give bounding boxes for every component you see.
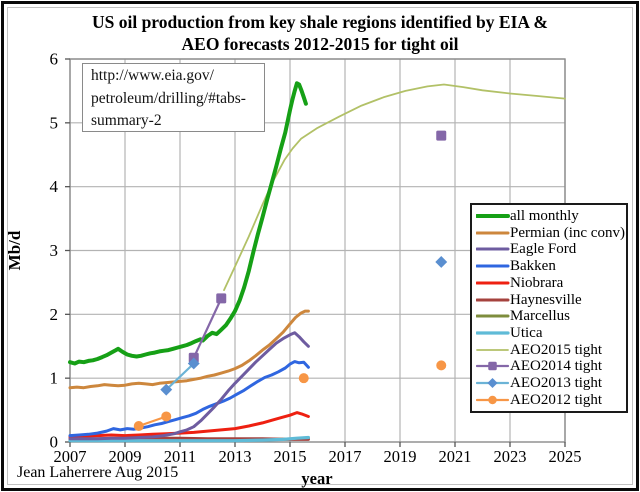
legend-box: all monthly Permian (inc conv) Eagle Ford B… [470,203,628,413]
legend-item-aeo2015-tight: AEO2015 tight [476,342,624,358]
y-tick-label-5: 5 [50,113,59,132]
x-tick-label-2013: 2013 [219,447,252,466]
marker-circle-aeo2012-tight [161,411,172,422]
legend-sample-aeo2015-tight [476,348,509,351]
legend-item-all-monthly: all monthly [476,208,624,224]
marker-diamond-aeo2013-tight [487,378,498,389]
legend-item-eagle-ford: Eagle Ford [476,241,624,257]
marker-circle-aeo2012-tight [436,360,447,371]
x-tick-label-2009: 2009 [109,447,142,466]
legend-label-permian: Permian (inc conv) [510,224,625,241]
legend-item-aeo2013-tight: AEO2013 tight [476,375,624,391]
x-tick-label-2007: 2007 [54,447,87,466]
legend-label-aeo2015-tight: AEO2015 tight [510,341,603,358]
marker-circle-aeo2012-tight [298,373,309,384]
marker-circle-aeo2012-tight [133,421,144,432]
legend-label-utica: Utica [510,325,543,342]
y-tick-label-4: 4 [50,177,59,196]
legend-label-bakken: Bakken [510,258,556,275]
series-line-all-monthly [68,81,308,366]
legend-item-bakken: Bakken [476,258,624,274]
legend-item-aeo2012-tight: AEO2012 tight [476,392,624,408]
legend-label-haynesville: Haynesville [510,291,582,308]
y-tick-label-1: 1 [50,369,59,388]
legend-label-all-monthly: all monthly [510,208,579,224]
x-tick-label-2023: 2023 [494,447,527,466]
legend-sample-all-monthly [476,214,510,218]
source-url-line-1: http://www.eia.gov/ [91,67,214,84]
legend-sample-utica [476,331,510,335]
legend-label-marcellus: Marcellus [510,308,570,325]
inner-frame-line [7,7,633,485]
chart-title-line-1: US oil production from key shale regions… [91,12,549,32]
y-tick-label-2: 2 [50,305,59,324]
legend-item-permian: Permian (inc conv) [476,224,625,241]
legend-item-utica: Utica [476,325,624,341]
legend-label-niobrara: Niobrara [510,274,564,291]
source-url-line-3: summary-2 [91,112,162,129]
legend-sample-aeo2012-tight [476,395,510,405]
series-line-aeo2014-tight [192,297,223,359]
legend-item-niobrara: Niobrara [476,275,624,291]
series-line-niobrara [68,411,310,439]
series-line-aeo2013-tight [165,362,195,391]
y-tick-label-0: 0 [50,433,59,452]
legend-label-eagle-ford: Eagle Ford [510,241,577,258]
legend-item-aeo2014-tight: AEO2014 tight [476,358,624,374]
legend-label-aeo2012-tight: AEO2012 tight [510,391,603,408]
marker-square-aeo2014-tight [488,362,497,371]
marker-diamond-aeo2013-tight [435,256,448,268]
y-axis-title: Mb/d [5,230,24,270]
legend-label-aeo2013-tight: AEO2013 tight [510,375,603,392]
legend-item-marcellus: Marcellus [476,308,624,324]
legend-sample-haynesville [476,298,510,302]
series-line-eagle-ford [68,331,310,441]
marker-square-aeo2014-tight [436,130,447,141]
series-line-permian [68,309,310,390]
credit-text: Jean Laherrere Aug 2015 [17,464,179,481]
x-tick-label-2021: 2021 [439,447,472,466]
legend-sample-eagle-ford [476,247,510,251]
source-url-line-2: petroleum/drilling/#tabs- [91,89,246,107]
x-tick-label-2011: 2011 [164,447,196,466]
x-tick-label-2015: 2015 [274,447,307,466]
source-url-box: http://www.eia.gov/ petroleum/drilling/#… [82,63,265,132]
chart-title-line-2: AEO forecasts 2012-2015 for tight oil [181,34,459,54]
marker-square-aeo2014-tight [216,293,227,304]
legend-label-aeo2014-tight: AEO2014 tight [510,358,603,375]
legend-sample-marcellus [476,314,510,318]
legend-sample-aeo2014-tight [476,362,510,371]
marker-circle-aeo2012-tight [488,395,497,405]
x-tick-label-2025: 2025 [549,447,582,466]
series-line-aeo2015-tight [223,83,566,292]
x-tick-label-2019: 2019 [384,447,417,466]
chart-title: US oil production from key shale regions… [0,11,640,55]
y-tick-label-6: 6 [50,50,59,69]
series-line-bakken [68,360,310,438]
legend-sample-bakken [476,264,510,268]
legend-item-haynesville: Haynesville [476,292,624,308]
y-tick-label-3: 3 [50,241,59,260]
x-tick-label-2017: 2017 [329,447,362,466]
legend-sample-permian [476,231,510,235]
legend-sample-aeo2013-tight [476,378,510,389]
series-line-utica [68,435,310,443]
legend-sample-niobrara [476,281,510,285]
x-axis-title: year [301,469,333,488]
